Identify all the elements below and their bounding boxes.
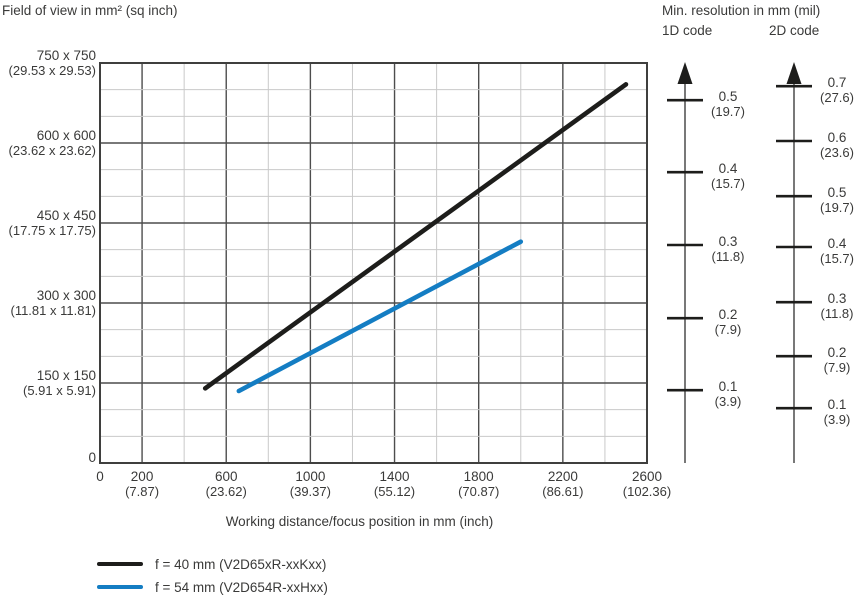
y-axis-label-600: 600 x 600 (23.62 x 23.62) bbox=[8, 128, 96, 158]
scale-2d-tick-label-0.4: 0.4 (15.7) bbox=[820, 236, 854, 266]
y-axis-label-0: 0 bbox=[88, 450, 96, 465]
legend-label-f40mm: f = 40 mm (V2D65xR-xxKxx) bbox=[155, 556, 327, 572]
scale-1d-tick-label-0.3: 0.3 (11.8) bbox=[711, 234, 745, 264]
x-axis-label-2600: 2600 (102.36) bbox=[622, 469, 672, 499]
chart-title: Field of view in mm² (sq inch) bbox=[2, 3, 178, 18]
y-axis-label-150: 150 x 150 (5.91 x 5.91) bbox=[23, 368, 96, 398]
x-axis-title: Working distance/focus position in mm (i… bbox=[225, 514, 494, 529]
y-axis-label-750: 750 x 750 (29.53 x 29.53) bbox=[8, 48, 96, 78]
x-axis-label-200: 200 (7.87) bbox=[125, 469, 160, 499]
scale-1d-tick-label-0.1: 0.1 (3.9) bbox=[714, 379, 742, 410]
legend-item-f40mm: f = 40 mm (V2D65xR-xxKxx) bbox=[97, 556, 326, 572]
series-line-f40mm bbox=[202, 82, 629, 391]
scale-2d-tick-label-0.7: 0.7 (27.6) bbox=[820, 75, 854, 106]
scale-1d-tick-label-0.5: 0.5 (19.7) bbox=[711, 89, 745, 120]
scale-2d-tick-label-0.6: 0.6 (23.6) bbox=[820, 130, 854, 160]
resolution-scales-title: Min. resolution in mm (mil) bbox=[662, 3, 821, 18]
scale-2d-code-label: 2D code bbox=[769, 23, 820, 38]
x-axis-label-1400: 1400 (55.12) bbox=[373, 469, 416, 499]
scale-1d-tick-label-0.2: 0.2 (7.9) bbox=[714, 307, 742, 338]
scale-1d-arrow-icon bbox=[677, 62, 693, 84]
series-line-f54mm bbox=[236, 239, 524, 394]
y-axis-label-300: 300 x 300 (11.81 x 11.81) bbox=[10, 288, 96, 318]
scale-2d-tick-label-0.2: 0.2 (7.9) bbox=[823, 345, 851, 376]
legend-swatch-f54mm bbox=[97, 584, 143, 590]
scale-1d-code-label: 1D code bbox=[662, 23, 713, 38]
legend-label-f54mm: f = 54 mm (V2D654R-xxHxx) bbox=[155, 579, 328, 595]
scale-1d-tick-label-0.4: 0.4 (15.7) bbox=[711, 161, 745, 192]
scale-2d-tick-label-0.1: 0.1 (3.9) bbox=[823, 397, 851, 428]
x-axis-label-0: 0 bbox=[96, 469, 104, 484]
scale-2d-tick-label-0.5: 0.5 (19.7) bbox=[820, 185, 854, 216]
x-axis-label-2200: 2200 (86.61) bbox=[542, 469, 584, 499]
x-axis-label-1800: 1800 (70.87) bbox=[458, 469, 500, 499]
x-axis-label-600: 600 (23.62) bbox=[205, 469, 247, 499]
scale-2d-arrow-icon bbox=[786, 62, 802, 84]
x-axis-label-1000: 1000 (39.37) bbox=[289, 469, 331, 499]
legend-item-f54mm: f = 54 mm (V2D654R-xxHxx) bbox=[97, 579, 328, 595]
scale-2d-tick-label-0.3: 0.3 (11.8) bbox=[820, 291, 854, 322]
plot-border bbox=[99, 62, 648, 464]
y-axis-label-450: 450 x 450 (17.75 x 17.75) bbox=[8, 208, 96, 238]
legend-swatch-f40mm bbox=[97, 561, 143, 567]
